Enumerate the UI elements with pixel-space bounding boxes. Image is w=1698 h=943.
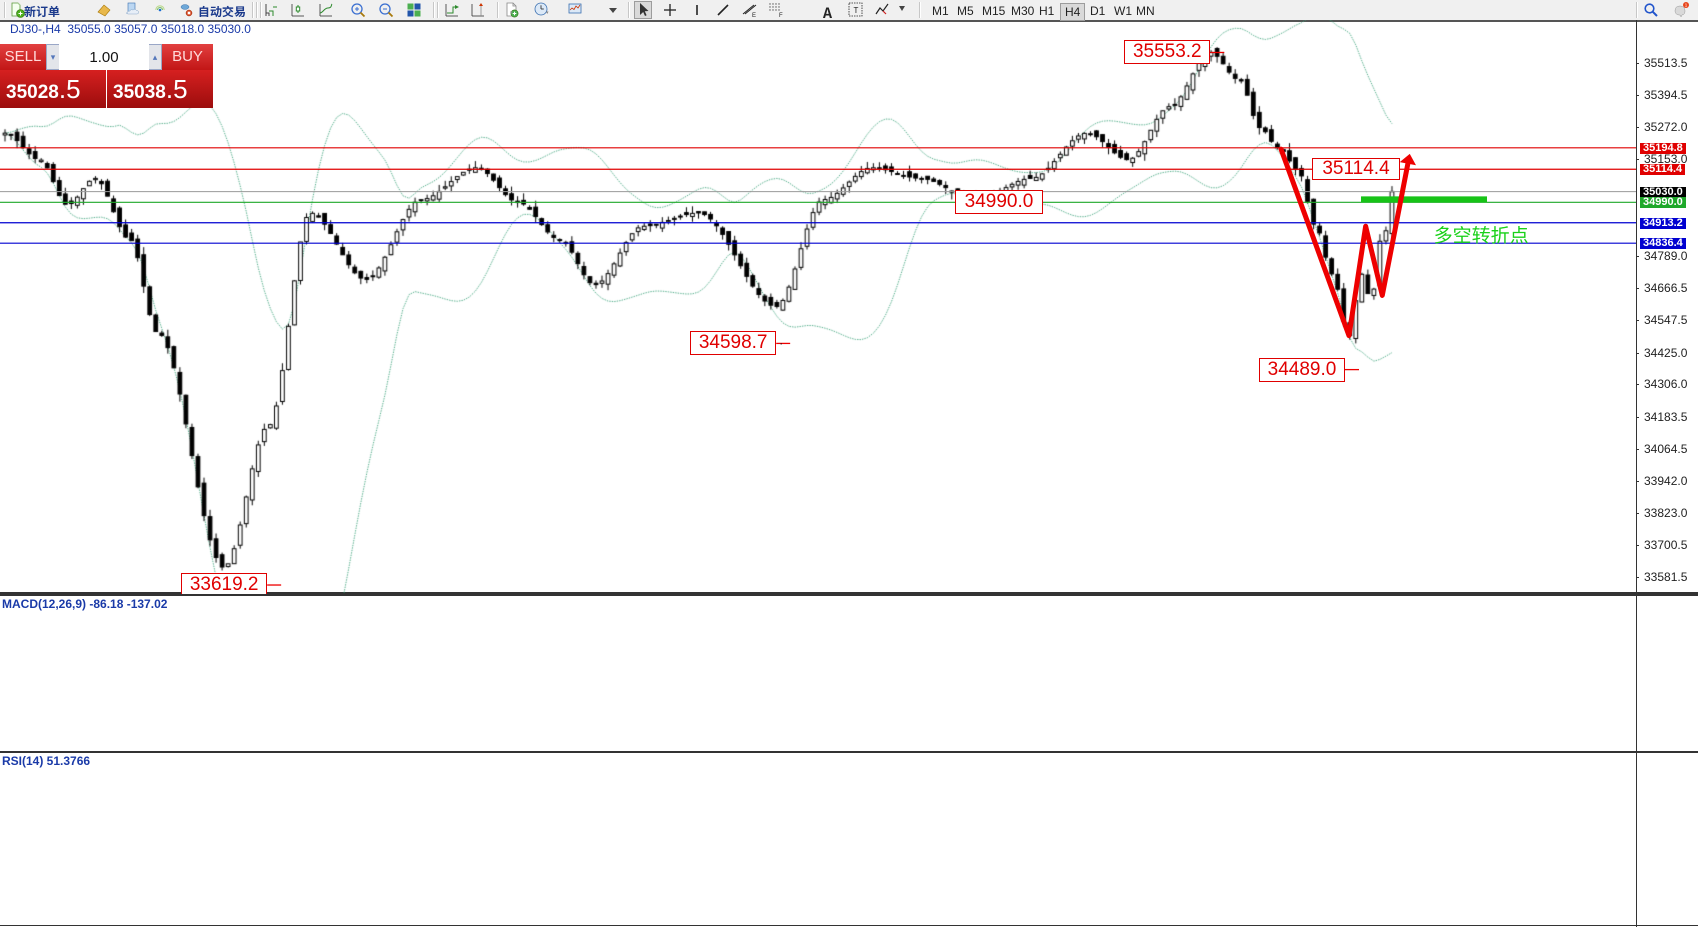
svg-text:T: T <box>854 6 859 15</box>
svg-text:F: F <box>779 13 783 18</box>
svg-text:E: E <box>752 13 756 18</box>
